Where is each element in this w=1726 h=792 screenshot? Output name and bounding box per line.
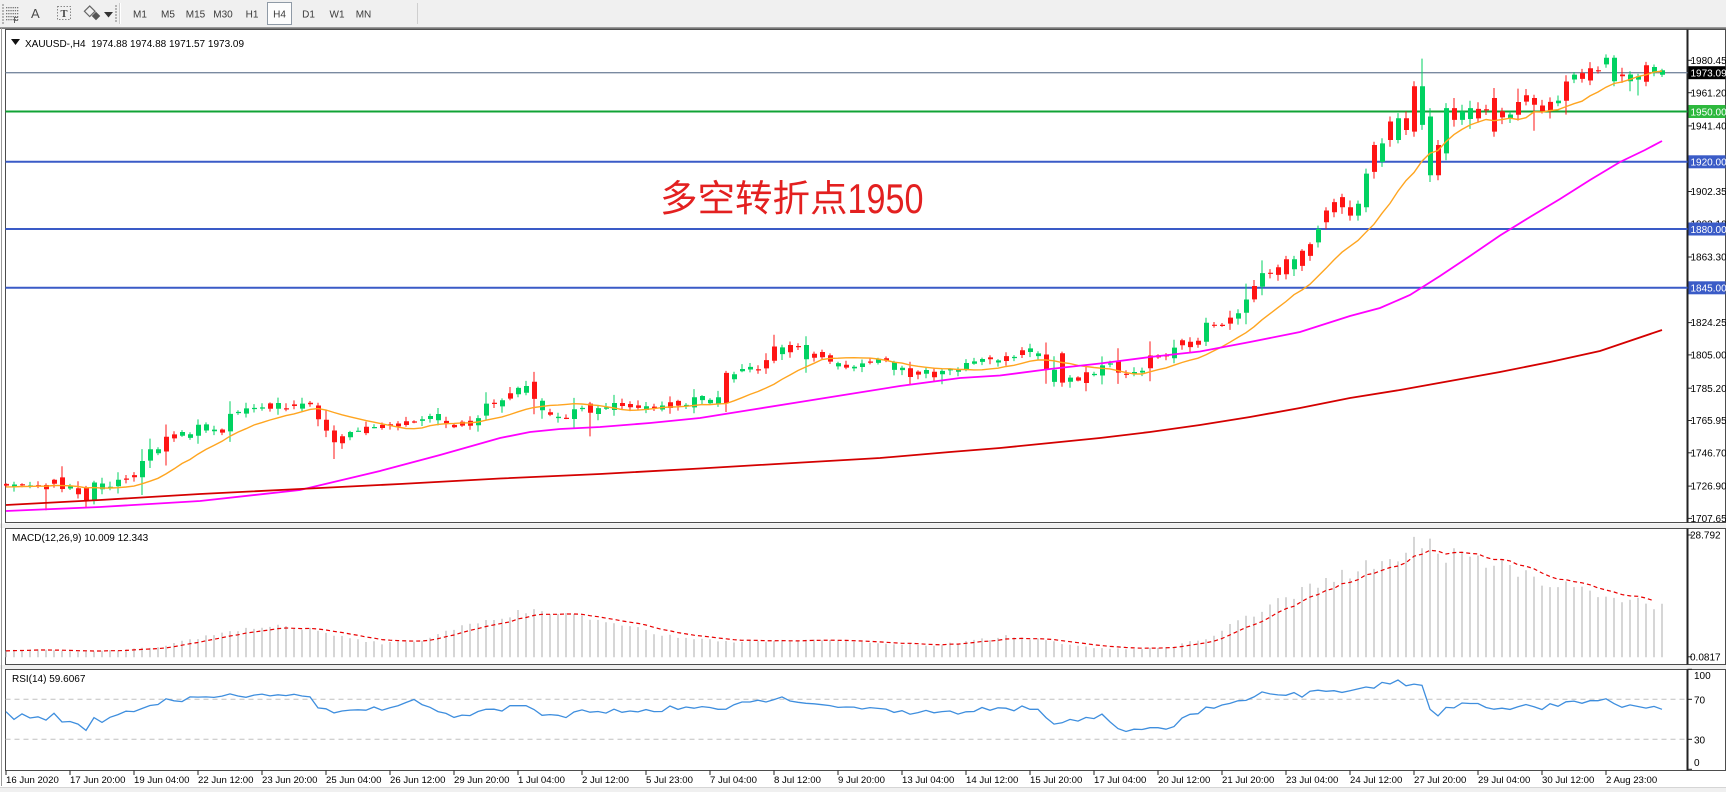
svg-text:23 Jun 20:00: 23 Jun 20:00	[262, 775, 317, 786]
svg-text:1824.25: 1824.25	[1691, 318, 1726, 329]
svg-text:2 Aug 23:00: 2 Aug 23:00	[1606, 775, 1657, 786]
svg-text:0: 0	[1694, 758, 1700, 769]
svg-text:2 Jul 12:00: 2 Jul 12:00	[582, 775, 629, 786]
svg-text:30 Jul 12:00: 30 Jul 12:00	[1542, 775, 1594, 786]
svg-text:T: T	[61, 9, 68, 20]
svg-text:0.0817: 0.0817	[1690, 653, 1721, 664]
svg-text:1941.40: 1941.40	[1691, 122, 1726, 133]
svg-text:F: F	[14, 16, 19, 25]
svg-text:19 Jun 04:00: 19 Jun 04:00	[134, 775, 189, 786]
svg-text:20 Jul 12:00: 20 Jul 12:00	[1158, 775, 1210, 786]
svg-text:7 Jul 04:00: 7 Jul 04:00	[710, 775, 757, 786]
svg-text:17 Jun 20:00: 17 Jun 20:00	[70, 775, 125, 786]
svg-text:M30: M30	[213, 10, 233, 21]
svg-text:16 Jun 2020: 16 Jun 2020	[6, 775, 59, 786]
svg-text:5 Jul 23:00: 5 Jul 23:00	[646, 775, 693, 786]
svg-text:1980.45: 1980.45	[1691, 56, 1726, 67]
svg-text:M5: M5	[161, 10, 175, 21]
svg-text:26 Jun 12:00: 26 Jun 12:00	[390, 775, 445, 786]
svg-text:13 Jul 04:00: 13 Jul 04:00	[902, 775, 954, 786]
svg-text:1950: 1950	[848, 175, 924, 222]
svg-text:1973.09: 1973.09	[1691, 69, 1726, 80]
svg-text:1746.70: 1746.70	[1691, 448, 1726, 459]
svg-text:29 Jun 20:00: 29 Jun 20:00	[454, 775, 509, 786]
svg-text:RSI(14) 59.6067: RSI(14) 59.6067	[12, 674, 86, 685]
svg-text:1845.00: 1845.00	[1691, 284, 1726, 295]
svg-text:1950.00: 1950.00	[1691, 107, 1726, 118]
svg-text:1961.20: 1961.20	[1691, 88, 1726, 99]
svg-text:30: 30	[1694, 735, 1706, 746]
svg-text:70: 70	[1694, 695, 1706, 706]
svg-text:W1: W1	[330, 10, 345, 21]
svg-text:M15: M15	[186, 10, 206, 21]
svg-text:1880.00: 1880.00	[1691, 225, 1726, 236]
svg-text:8 Jul 12:00: 8 Jul 12:00	[774, 775, 821, 786]
svg-text:1785.20: 1785.20	[1691, 384, 1726, 395]
svg-text:23 Jul 04:00: 23 Jul 04:00	[1286, 775, 1338, 786]
svg-text:24 Jul 12:00: 24 Jul 12:00	[1350, 775, 1402, 786]
svg-text:15 Jul 20:00: 15 Jul 20:00	[1030, 775, 1082, 786]
svg-text:1726.90: 1726.90	[1691, 482, 1726, 493]
svg-text:MACD(12,26,9) 10.009 12.343: MACD(12,26,9) 10.009 12.343	[12, 533, 149, 544]
svg-text:H4: H4	[273, 10, 286, 21]
svg-text:21 Jul 20:00: 21 Jul 20:00	[1222, 775, 1274, 786]
svg-text:28.792: 28.792	[1690, 531, 1721, 542]
svg-text:M1: M1	[133, 10, 147, 21]
svg-text:A: A	[31, 6, 40, 21]
svg-text:1 Jul 04:00: 1 Jul 04:00	[518, 775, 565, 786]
svg-text:17 Jul 04:00: 17 Jul 04:00	[1094, 775, 1146, 786]
svg-text:22 Jun 12:00: 22 Jun 12:00	[198, 775, 253, 786]
svg-text:1805.00: 1805.00	[1691, 351, 1726, 362]
svg-text:25 Jun 04:00: 25 Jun 04:00	[326, 775, 381, 786]
svg-text:29 Jul 04:00: 29 Jul 04:00	[1478, 775, 1530, 786]
svg-text:27 Jul 20:00: 27 Jul 20:00	[1414, 775, 1466, 786]
svg-text:XAUUSD-,H4 1974.88 1974.88 19: XAUUSD-,H4 1974.88 1974.88 1971.57 1973.…	[25, 39, 244, 50]
svg-text:1765.95: 1765.95	[1691, 416, 1726, 427]
svg-text:1707.65: 1707.65	[1691, 514, 1726, 525]
svg-text:1863.30: 1863.30	[1691, 253, 1726, 264]
svg-text:D1: D1	[302, 10, 315, 21]
svg-text:100: 100	[1694, 671, 1711, 682]
svg-text:MN: MN	[356, 10, 372, 21]
svg-text:1920.00: 1920.00	[1691, 158, 1726, 169]
svg-text:9 Jul 20:00: 9 Jul 20:00	[838, 775, 885, 786]
svg-text:H1: H1	[246, 10, 259, 21]
svg-text:14 Jul 12:00: 14 Jul 12:00	[966, 775, 1018, 786]
svg-text:1902.35: 1902.35	[1691, 187, 1726, 198]
